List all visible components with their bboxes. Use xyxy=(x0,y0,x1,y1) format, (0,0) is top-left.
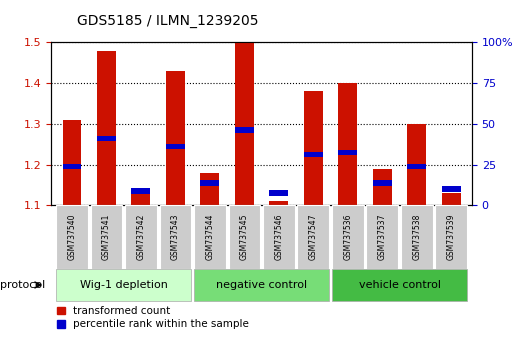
Bar xyxy=(131,188,150,194)
Bar xyxy=(304,152,323,157)
Text: GSM737537: GSM737537 xyxy=(378,214,387,261)
Bar xyxy=(332,269,467,301)
Bar xyxy=(373,169,392,205)
Text: vehicle control: vehicle control xyxy=(359,280,441,290)
Bar xyxy=(269,201,288,205)
Bar xyxy=(125,205,157,269)
Text: GSM737547: GSM737547 xyxy=(309,214,318,261)
Bar xyxy=(436,205,467,269)
Bar xyxy=(131,193,150,205)
Bar xyxy=(407,164,426,169)
Bar xyxy=(407,124,426,205)
Text: GSM737540: GSM737540 xyxy=(68,214,76,261)
Text: protocol: protocol xyxy=(0,280,45,290)
Text: GSM737545: GSM737545 xyxy=(240,214,249,261)
Bar xyxy=(194,269,329,301)
Text: GDS5185 / ILMN_1239205: GDS5185 / ILMN_1239205 xyxy=(77,14,259,28)
Bar xyxy=(166,144,185,149)
Bar xyxy=(63,120,82,205)
Text: GSM737543: GSM737543 xyxy=(171,214,180,261)
Bar xyxy=(442,187,461,192)
Bar xyxy=(332,205,364,269)
Text: GSM737539: GSM737539 xyxy=(447,214,456,261)
Bar xyxy=(201,180,220,185)
Text: GSM737538: GSM737538 xyxy=(412,214,421,261)
Bar xyxy=(166,71,185,205)
Bar xyxy=(56,269,191,301)
Text: GSM737536: GSM737536 xyxy=(343,214,352,261)
Bar xyxy=(235,42,254,205)
Text: GSM737546: GSM737546 xyxy=(274,214,283,261)
Bar xyxy=(304,91,323,205)
Bar xyxy=(194,205,226,269)
Bar xyxy=(201,173,220,205)
Bar xyxy=(91,205,122,269)
Legend: transformed count, percentile rank within the sample: transformed count, percentile rank withi… xyxy=(56,306,249,329)
Text: GSM737542: GSM737542 xyxy=(136,214,146,261)
Bar xyxy=(401,205,432,269)
Bar xyxy=(263,205,295,269)
Bar xyxy=(442,193,461,205)
Bar xyxy=(56,205,88,269)
Bar xyxy=(339,150,358,155)
Bar xyxy=(366,205,398,269)
Text: Wig-1 depletion: Wig-1 depletion xyxy=(80,280,168,290)
Text: GSM737541: GSM737541 xyxy=(102,214,111,261)
Bar xyxy=(97,51,116,205)
Bar xyxy=(228,205,260,269)
Bar xyxy=(97,136,116,141)
Bar xyxy=(160,205,191,269)
Text: negative control: negative control xyxy=(216,280,307,290)
Bar xyxy=(63,164,82,169)
Bar xyxy=(339,83,358,205)
Bar xyxy=(298,205,329,269)
Bar xyxy=(235,127,254,133)
Bar xyxy=(373,180,392,185)
Text: GSM737544: GSM737544 xyxy=(205,214,214,261)
Bar xyxy=(269,190,288,196)
